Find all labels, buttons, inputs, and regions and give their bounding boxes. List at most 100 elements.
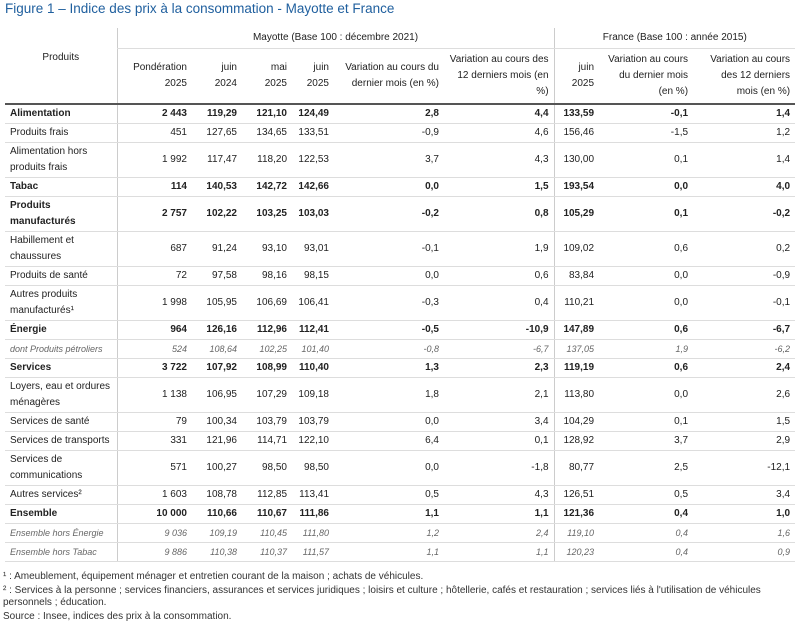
table-cell: -0,5 (334, 320, 444, 340)
table-cell: 0,1 (444, 431, 555, 451)
table-row: Services de transports 331 121,96 114,71 122… (5, 431, 796, 451)
table-cell: 0,4 (599, 542, 694, 562)
table-cell: 110,66 (192, 504, 242, 524)
table-cell: 0,0 (334, 450, 444, 486)
table-cell: 112,96 (242, 320, 292, 340)
table-row: Produits frais 451 127,65 134,65 133,51 -0,9 4… (5, 123, 796, 143)
table-cell: 114 (116, 177, 192, 197)
column-header: mai 2025 (242, 48, 292, 105)
table-cell: 128,92 (553, 431, 600, 451)
table-cell: 110,21 (553, 285, 600, 321)
table-cell: 121,96 (192, 431, 242, 451)
table-cell: -6,7 (693, 320, 796, 340)
column-header: Variation au cours du dernier mois (en %… (334, 48, 444, 105)
table-cell: 524 (116, 339, 192, 359)
table-cell: 0,0 (334, 177, 444, 197)
row-label: Produits de santé (5, 266, 117, 286)
table-cell: 111,57 (292, 542, 334, 562)
table-cell: 2,1 (444, 377, 555, 413)
row-label: Alimentation (5, 104, 117, 124)
table-cell: 1,5 (444, 177, 555, 197)
table-cell: 142,66 (292, 177, 334, 197)
table-cell: 106,95 (192, 377, 242, 413)
row-label: Ensemble (5, 504, 117, 524)
table-cell: 0,2 (693, 231, 796, 267)
table-cell: 107,29 (242, 377, 292, 413)
table-cell: 103,79 (292, 412, 334, 432)
group-header: France (Base 100 : année 2015) (553, 28, 796, 49)
table-cell: 331 (116, 431, 192, 451)
table-row: Habillement et chaussures 687 91,24 93,10 93… (5, 231, 796, 267)
table-cell: 109,02 (553, 231, 600, 267)
column-header: juin 2024 (192, 48, 242, 105)
table-cell: 83,84 (553, 266, 600, 286)
table-cell: 0,0 (334, 412, 444, 432)
footnote: Source : Insee, indices des prix à la co… (3, 611, 232, 622)
row-label: Autres produits manufacturés¹ (5, 285, 117, 321)
table-cell: 0,4 (444, 285, 555, 321)
row-label: Habillement et chaussures (5, 231, 117, 267)
table-cell: -0,1 (693, 285, 796, 321)
table-cell: 119,29 (192, 104, 242, 124)
table-cell: 0,6 (444, 266, 555, 286)
table-cell: 119,10 (553, 523, 600, 543)
table-cell: 1,1 (444, 542, 555, 562)
table-cell: 2,6 (693, 377, 796, 413)
row-label: Ensemble hors Énergie (5, 523, 117, 543)
table-cell: -1,5 (599, 123, 694, 143)
table-cell: 964 (116, 320, 192, 340)
column-header: Produits (5, 28, 117, 105)
row-label: Alimentation hors produits frais (5, 142, 117, 178)
table-cell: -12,1 (693, 450, 796, 486)
table-cell: 97,58 (192, 266, 242, 286)
row-label: Services de communications (5, 450, 117, 486)
table-cell: -0,2 (693, 196, 796, 232)
table-cell: 134,65 (242, 123, 292, 143)
table-cell: 103,03 (292, 196, 334, 232)
table-cell: 9 036 (116, 523, 192, 543)
table-row: Alimentation 2 443 119,29 121,10 124,49 2,8 4,… (5, 104, 796, 124)
table-cell: 113,80 (553, 377, 600, 413)
table-cell: 140,53 (192, 177, 242, 197)
table-row: Alimentation hors produits frais 1 992 117… (5, 142, 796, 178)
table-cell: 1,2 (334, 523, 444, 543)
table-cell: 451 (116, 123, 192, 143)
table-cell: 0,5 (599, 485, 694, 505)
table-cell: -0,9 (334, 123, 444, 143)
table-cell: 109,19 (192, 523, 242, 543)
table-row: Autres produits manufacturés¹ 1 998 105,95… (5, 285, 796, 321)
table-row: Produits de santé 72 97,58 98,16 98,15 0,0 0,6… (5, 266, 796, 286)
table-cell: 106,69 (242, 285, 292, 321)
table-cell: 1 992 (116, 142, 192, 178)
row-label: Ensemble hors Tabac (5, 542, 117, 562)
table-cell: 0,1 (599, 142, 694, 178)
table-cell: 4,6 (444, 123, 555, 143)
table-cell: 91,24 (192, 231, 242, 267)
table-cell: -6,7 (444, 339, 555, 359)
table-row: Autres services² 1 603 108,78 112,85 113,41 0… (5, 485, 796, 505)
row-label: Loyers, eau et ordures ménagères (5, 377, 117, 413)
table-cell: -0,1 (334, 231, 444, 267)
table-cell: 1,6 (693, 523, 796, 543)
table-cell: 0,1 (599, 412, 694, 432)
table-cell: -0,9 (693, 266, 796, 286)
table-row: Tabac 114 140,53 142,72 142,66 0,0 1,5 193,54 0,… (5, 177, 796, 197)
table-cell: 102,22 (192, 196, 242, 232)
table-cell: 0,1 (599, 196, 694, 232)
table-cell: 0,0 (599, 285, 694, 321)
table-cell: -0,3 (334, 285, 444, 321)
table-cell: 100,34 (192, 412, 242, 432)
table-cell: -0,1 (599, 104, 694, 124)
table-cell: 0,9 (693, 542, 796, 562)
table-cell: 122,53 (292, 142, 334, 178)
row-label: Services de transports (5, 431, 117, 451)
table-row: dont Produits pétroliers 524 108,64 102,25 1… (5, 339, 796, 359)
column-header: juin 2025 (553, 48, 600, 105)
table-cell: 193,54 (553, 177, 600, 197)
row-label: Produits manufacturés (5, 196, 117, 232)
table-cell: 133,51 (292, 123, 334, 143)
table-cell: 110,67 (242, 504, 292, 524)
table-row: Énergie 964 126,16 112,96 112,41 -0,5 -10,9 147… (5, 320, 796, 340)
table-row: Ensemble hors Tabac 9 886 110,38 110,37 111,… (5, 542, 796, 562)
